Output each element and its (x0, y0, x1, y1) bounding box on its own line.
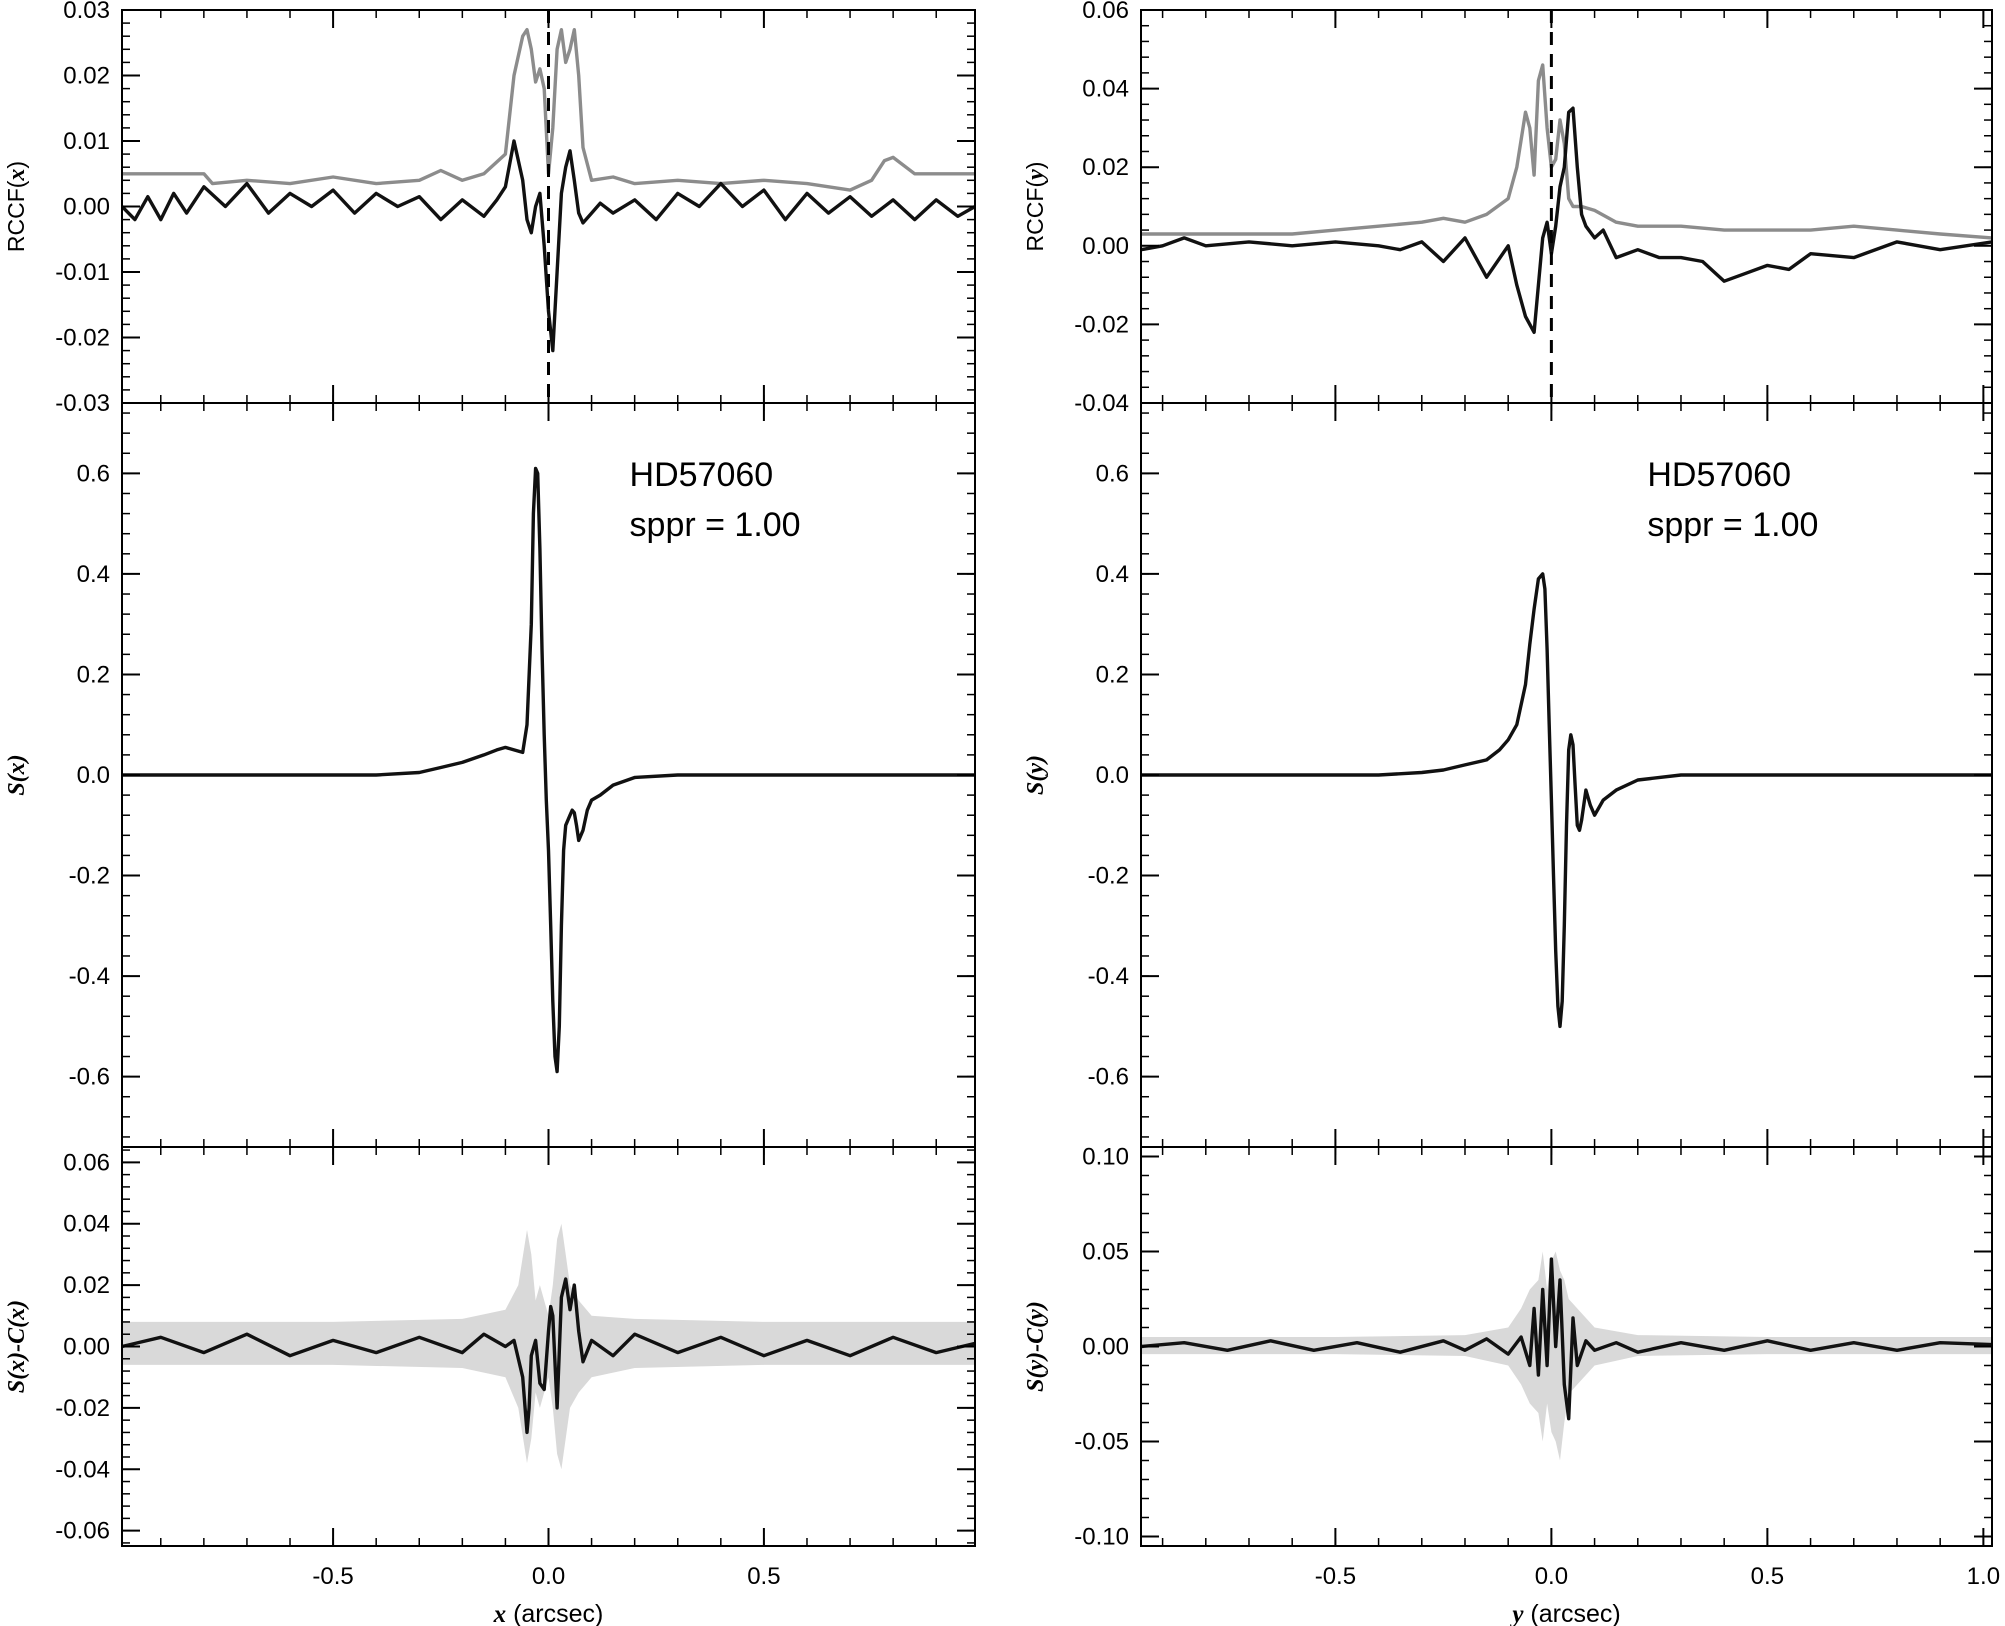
panel-0-ytick-label: -0.01 (55, 259, 110, 286)
panel-1-annotation-1: sppr = 1.00 (630, 506, 801, 544)
panel-0-ytick-label: 0.01 (63, 128, 110, 155)
panel-2-ytick-label: 0.00 (63, 1334, 110, 1361)
panel-0-ytick-label: -0.02 (55, 325, 110, 352)
panel-4-ytick-label: -0.2 (1088, 863, 1129, 890)
panel-2-ytick-label: -0.04 (55, 1456, 110, 1483)
panel-1-series-0 (122, 466, 975, 1074)
panel-5-ytick-label: 0.00 (1082, 1334, 1129, 1361)
panel-2-ytick-label: 0.02 (63, 1272, 110, 1299)
panel-1-ytick-label: 0.2 (77, 661, 110, 688)
panel-4-ytick-label: 0.0 (1096, 762, 1129, 789)
panel-4: -0.6 -0.4 -0.2 0.0 0.2 0.4 0.6 S(y) HD57060 sppr … (1023, 402, 1993, 1148)
panel-1-ylabel: S(x) (4, 754, 30, 795)
panel-3: -0.04 -0.02 0.00 0.02 0.04 0.06 RCCF(y) (1022, 0, 1993, 417)
panel-4-ytick-label: 0.2 (1096, 661, 1129, 688)
panel-4-ylabel: S(y) (1023, 755, 1049, 795)
panel-4-annotation-0: HD57060 (1647, 456, 1791, 494)
panel-5-uncertainty-band (1141, 1251, 1992, 1461)
panel-0-series-0 (122, 28, 975, 192)
panel-1-ytick-label: 0.4 (77, 561, 110, 588)
panel-0: -0.03 -0.02 -0.01 0.00 0.01 0.02 0.03 RCCF(x) (3, 0, 976, 417)
panel-4-ytick-label: 0.4 (1096, 561, 1129, 588)
panel-2-xtick-label: 0.0 (532, 1563, 565, 1590)
panel-5: -0.10 -0.05 0.00 0.05 0.10 -0.5 0.0 0.5 1.0 y (ar… (1023, 1144, 2000, 1626)
panel-1-ytick-label: -0.6 (69, 1064, 110, 1091)
panel-2-ytick-label: -0.06 (55, 1518, 110, 1545)
panel-3-ytick-label: 0.02 (1082, 154, 1129, 181)
panel-0-ytick-label: 0.03 (63, 0, 110, 24)
panel-0-series-1 (122, 139, 975, 353)
panel-5-ylabel: S(y)-C(y) (1023, 1301, 1049, 1392)
panel-5-ytick-label: -0.10 (1074, 1524, 1129, 1551)
panel-2-xtick-label: 0.5 (747, 1563, 780, 1590)
panel-4-ytick-label: -0.6 (1088, 1064, 1129, 1091)
panel-4-series-0 (1141, 572, 1992, 1029)
panel-5-xtick-label: 0.5 (1751, 1563, 1784, 1590)
panel-3-ytick-label: 0.00 (1082, 233, 1129, 260)
panel-5-xlabel: y (arcsec) (1509, 1600, 1620, 1626)
panel-2: -0.06 -0.04 -0.02 0.00 0.02 0.04 0.06 -0.5 0.0 0.… (4, 1146, 976, 1626)
panel-2-xtick-label: -0.5 (312, 1563, 353, 1590)
panel-2-ytick-label: -0.02 (55, 1395, 110, 1422)
panel-1: -0.6 -0.4 -0.2 0.0 0.2 0.4 0.6 S(x) HD57060 sppr … (4, 402, 976, 1148)
panel-3-ytick-label: 0.06 (1082, 0, 1129, 24)
panel-4-ytick-label: 0.6 (1096, 460, 1129, 487)
panel-5-xtick-label: -0.5 (1315, 1563, 1356, 1590)
panel-5-xtick-label: 0.0 (1535, 1563, 1568, 1590)
panel-3-frame (1140, 9, 1993, 404)
panel-0-ylabel: RCCF(x) (3, 161, 30, 252)
panel-1-ytick-label: -0.4 (69, 963, 110, 990)
panel-3-series-1 (1141, 106, 1992, 334)
panel-5-xtick-label: 1.0 (1967, 1563, 2000, 1590)
panel-4-ytick-label: -0.4 (1088, 963, 1129, 990)
panel-5-ytick-label: 0.05 (1082, 1239, 1129, 1266)
panel-1-ytick-label: 0.6 (77, 460, 110, 487)
panel-2-ytick-label: 0.04 (63, 1211, 110, 1238)
panel-3-ytick-label: 0.04 (1082, 76, 1129, 103)
panel-0-ytick-label: -0.03 (55, 390, 110, 417)
panel-5-series-0 (1141, 1257, 1992, 1421)
panel-2-ytick-label: 0.06 (63, 1149, 110, 1176)
panel-0-ytick-label: 0.02 (63, 63, 110, 90)
panel-1-ytick-label: -0.2 (69, 863, 110, 890)
panel-1-annotation-0: HD57060 (630, 456, 774, 494)
panel-0-ytick-label: 0.00 (63, 194, 110, 221)
panel-2-series-0 (122, 1277, 975, 1435)
panel-2-ylabel: S(x)-C(x) (4, 1300, 30, 1393)
panel-5-ytick-label: -0.05 (1074, 1429, 1129, 1456)
panel-5-ytick-label: 0.10 (1082, 1144, 1129, 1171)
panel-1-ytick-label: 0.0 (77, 762, 110, 789)
panel-4-annotation-1: sppr = 1.00 (1647, 506, 1818, 544)
panel-2-xlabel: x (arcsec) (493, 1600, 604, 1626)
panel-3-ylabel: RCCF(y) (1022, 162, 1049, 252)
panel-3-ytick-label: -0.02 (1074, 311, 1129, 338)
panel-3-ytick-label: -0.04 (1074, 390, 1129, 417)
